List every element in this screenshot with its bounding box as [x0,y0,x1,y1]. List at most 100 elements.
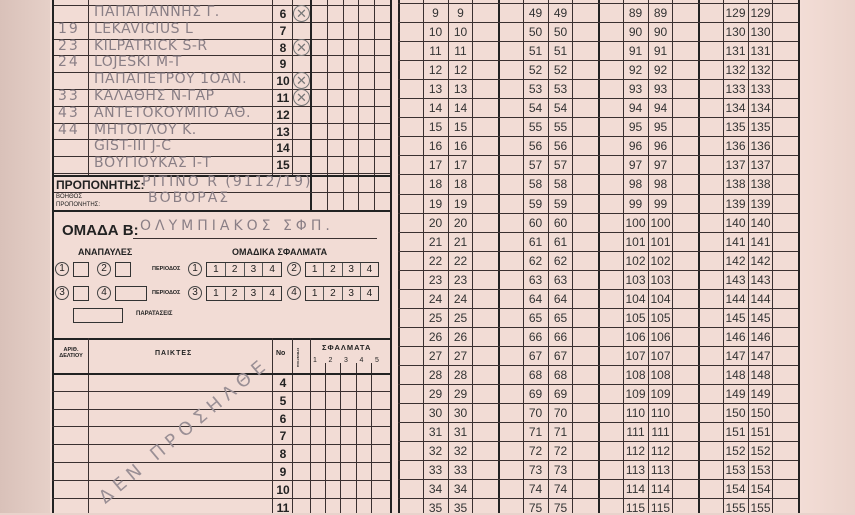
score-cell-team-b[interactable]: 9 [457,6,464,20]
score-cell-team-a[interactable]: 72 [528,444,543,459]
score-cell-team-b[interactable]: 56 [553,139,568,154]
score-cell-team-a[interactable]: 141 [725,234,746,249]
score-cell-team-b[interactable]: 16 [453,139,468,154]
score-cell-team-a[interactable]: 54 [528,101,543,116]
team-foul-mark[interactable]: 3 [245,287,264,300]
score-cell-team-a[interactable]: 105 [625,310,646,325]
score-cell-team-a[interactable]: 19 [428,196,443,211]
team-foul-mark[interactable]: 2 [226,287,245,300]
score-cell-team-a[interactable]: 69 [528,387,543,401]
score-cell-team-b[interactable]: 129 [750,6,771,20]
score-cell-team-a[interactable]: 139 [725,196,746,211]
score-cell-team-a[interactable]: 23 [428,272,443,287]
score-cell-team-b[interactable]: 55 [553,120,568,135]
score-cell-team-a[interactable]: 135 [725,120,746,135]
score-cell-team-a[interactable]: 57 [528,158,543,173]
score-cell-team-b[interactable]: 96 [653,139,668,154]
score-cell-team-b[interactable]: 73 [553,463,568,478]
score-cell-team-a[interactable]: 68 [528,367,543,382]
score-cell-team-b[interactable]: 67 [553,348,568,363]
score-cell-team-a[interactable]: 136 [725,139,746,154]
score-cell-team-a[interactable]: 113 [625,463,646,478]
score-cell-team-b[interactable]: 138 [750,177,771,192]
team-foul-mark[interactable]: 4 [366,264,373,275]
score-cell-team-a[interactable]: 55 [528,120,543,135]
score-cell-team-a[interactable]: 13 [428,82,443,97]
score-cell-team-a[interactable]: 100 [625,215,646,230]
score-cell-team-b[interactable]: 135 [750,120,771,135]
score-cell-team-a[interactable]: 103 [625,272,646,287]
score-cell-team-b[interactable]: 134 [750,101,771,116]
score-cell-team-a[interactable]: 74 [528,482,543,497]
score-cell-team-b[interactable]: 147 [750,348,771,363]
score-cell-team-b[interactable]: 132 [750,63,771,78]
score-cell-team-b[interactable]: 58 [553,177,568,192]
score-cell-team-b[interactable]: 91 [653,44,668,59]
score-cell-team-b[interactable]: 13 [453,82,468,97]
score-cell-team-a[interactable]: 107 [625,348,646,363]
score-cell-team-a[interactable]: 90 [628,25,643,40]
score-cell-team-a[interactable]: 108 [625,367,646,382]
score-cell-team-a[interactable]: 149 [725,387,746,401]
score-cell-team-a[interactable]: 106 [625,329,646,344]
score-cell-team-b[interactable]: 105 [650,310,671,325]
score-cell-team-b[interactable]: 92 [653,63,668,78]
score-cell-team-a[interactable]: 10 [428,25,443,40]
score-cell-team-b[interactable]: 90 [653,25,668,40]
score-cell-team-a[interactable]: 98 [628,177,643,192]
team-foul-mark[interactable]: 3 [343,263,361,276]
score-cell-team-a[interactable]: 129 [725,6,746,20]
score-cell-team-b[interactable]: 59 [553,196,568,211]
score-cell-team-b[interactable]: 146 [750,329,771,344]
score-cell-team-b[interactable]: 136 [750,139,771,154]
score-cell-team-a[interactable]: 18 [428,177,443,192]
score-cell-team-a[interactable]: 63 [528,272,543,287]
score-cell-team-a[interactable]: 61 [528,234,543,249]
score-cell-team-a[interactable]: 16 [428,139,443,154]
score-cell-team-b[interactable]: 26 [453,329,468,344]
score-cell-team-a[interactable]: 155 [725,501,746,515]
team-foul-mark[interactable]: 4 [269,288,275,299]
score-cell-team-a[interactable]: 115 [625,501,646,515]
score-cell-team-a[interactable]: 114 [625,482,646,497]
team-foul-mark[interactable]: 1 [207,287,226,300]
score-cell-team-b[interactable]: 115 [650,501,671,515]
score-cell-team-a[interactable]: 52 [528,63,543,78]
score-cell-team-a[interactable]: 22 [428,253,443,268]
score-cell-team-b[interactable]: 151 [750,425,771,440]
score-cell-team-b[interactable]: 154 [750,482,771,497]
score-cell-team-b[interactable]: 35 [453,501,468,515]
score-cell-team-b[interactable]: 106 [650,329,671,344]
team-foul-mark[interactable]: 4 [269,264,275,275]
score-cell-team-b[interactable]: 23 [453,272,468,287]
score-cell-team-a[interactable]: 75 [528,501,543,515]
timeout-box[interactable] [115,262,131,277]
score-cell-team-b[interactable]: 133 [750,82,771,97]
score-cell-team-b[interactable]: 61 [553,234,568,249]
score-cell-team-b[interactable]: 31 [453,425,468,440]
score-cell-team-b[interactable]: 66 [553,329,568,344]
score-cell-team-b[interactable]: 71 [553,425,568,440]
score-cell-team-a[interactable]: 65 [528,310,543,325]
score-cell-team-b[interactable]: 75 [553,501,568,515]
score-cell-team-a[interactable]: 64 [528,291,543,306]
score-cell-team-a[interactable]: 151 [725,425,746,440]
score-cell-team-a[interactable]: 153 [725,463,746,478]
score-cell-team-b[interactable]: 11 [454,44,467,59]
timeout-box[interactable] [115,286,147,301]
score-cell-team-b[interactable]: 112 [650,444,671,459]
score-cell-team-a[interactable]: 56 [528,139,543,154]
score-cell-team-a[interactable]: 111 [626,425,645,440]
score-cell-team-a[interactable]: 148 [725,367,746,382]
score-cell-team-b[interactable]: 21 [453,234,468,249]
score-cell-team-b[interactable]: 49 [553,6,568,20]
score-cell-team-b[interactable]: 72 [553,444,568,459]
score-cell-team-b[interactable]: 130 [750,25,771,40]
timeout-box[interactable] [73,262,89,277]
team-foul-mark[interactable]: 3 [343,287,361,300]
score-cell-team-b[interactable]: 93 [653,82,668,97]
score-cell-team-b[interactable]: 52 [553,63,568,78]
score-cell-team-a[interactable]: 26 [428,329,443,344]
